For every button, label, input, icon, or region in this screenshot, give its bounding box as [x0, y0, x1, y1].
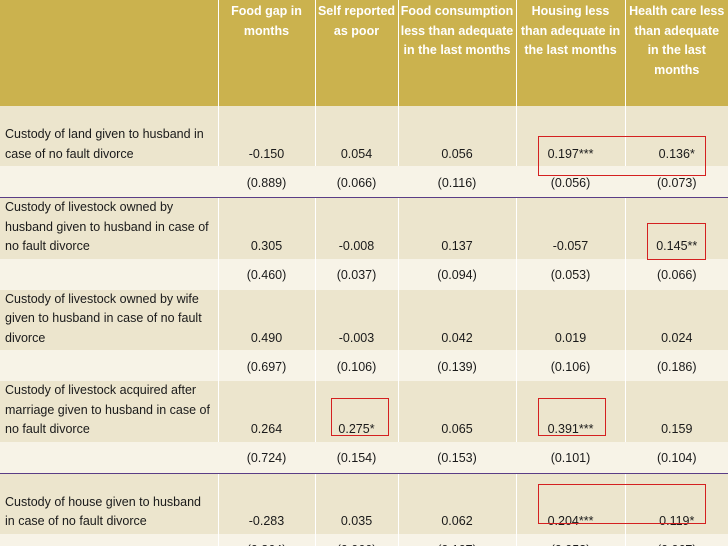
row-label: Custody of livestock acquired after marr… [0, 381, 219, 442]
se-cell: (0.460) [218, 258, 316, 290]
se-cell: (0.104) [625, 441, 728, 474]
coef-cell: 0.490 [218, 289, 316, 350]
coef-cell: 0.019 [516, 289, 626, 350]
table-row-standard-errors: (0.724) (0.154) (0.153) (0.101) (0.104) [0, 441, 728, 474]
header-food-gap: Food gap in months [218, 0, 316, 106]
se-cell: (0.073) [625, 166, 728, 198]
se-cell: (0.154) [315, 441, 399, 474]
se-label-empty [0, 441, 219, 474]
se-cell: (0.139) [398, 350, 517, 381]
coef-cell: 0.042 [398, 289, 517, 350]
coef-cell: 0.275* [315, 381, 399, 442]
se-label-empty [0, 258, 219, 290]
se-cell: (0.724) [218, 441, 316, 474]
coef-cell: -0.057 [516, 197, 626, 259]
coef-cell: 0.119* [625, 473, 728, 534]
se-cell: (0.094) [398, 258, 517, 290]
header-health-care: Health care less than adequate in the la… [625, 0, 728, 106]
coef-cell: 0.305 [218, 197, 316, 259]
row-label: Custody of house given to husband in cas… [0, 473, 219, 534]
se-cell: (0.067) [625, 533, 728, 546]
se-cell: (0.066) [315, 533, 399, 546]
header-row: Food gap in months Self reported as poor… [0, 0, 728, 106]
se-cell: (0.186) [625, 350, 728, 381]
coef-cell: 0.137 [398, 197, 517, 259]
coef-cell: 0.136* [625, 106, 728, 166]
se-cell: (0.052) [516, 533, 626, 546]
coef-cell: -0.283 [218, 473, 316, 534]
coef-cell: -0.003 [315, 289, 399, 350]
coef-cell: 0.062 [398, 473, 517, 534]
se-cell: (0.053) [516, 258, 626, 290]
coef-cell: 0.197*** [516, 106, 626, 166]
header-empty [0, 0, 219, 106]
header-self-reported-poor: Self reported as poor [315, 0, 399, 106]
se-label-empty [0, 166, 219, 198]
row-label: Custody of livestock owned by husband gi… [0, 197, 219, 259]
row-label: Custody of livestock owned by wife given… [0, 289, 219, 350]
se-cell: (0.037) [315, 258, 399, 290]
table-row-standard-errors: (0.697) (0.106) (0.139) (0.106) (0.186) [0, 350, 728, 381]
table-row-standard-errors: (0.864) (0.066) (0.107) (0.052) (0.067) [0, 533, 728, 546]
se-cell: (0.153) [398, 441, 517, 474]
se-cell: (0.107) [398, 533, 517, 546]
table-row-coefficients: Custody of livestock owned by husband gi… [0, 197, 728, 259]
header-housing: Housing less than adequate in the last m… [516, 0, 626, 106]
se-cell: (0.106) [516, 350, 626, 381]
coef-cell: 0.024 [625, 289, 728, 350]
se-cell: (0.056) [516, 166, 626, 198]
se-label-empty [0, 533, 219, 546]
coef-cell: 0.391*** [516, 381, 626, 442]
se-cell: (0.101) [516, 441, 626, 474]
header-food-consumption: Food consumption less than adequate in t… [398, 0, 517, 106]
se-cell: (0.106) [315, 350, 399, 381]
table-row-coefficients: Custody of livestock owned by wife given… [0, 289, 728, 350]
se-cell: (0.066) [315, 166, 399, 198]
se-cell: (0.889) [218, 166, 316, 198]
se-cell: (0.116) [398, 166, 517, 198]
coef-cell: -0.008 [315, 197, 399, 259]
coef-cell: 0.204*** [516, 473, 626, 534]
coef-cell: -0.150 [218, 106, 316, 166]
coef-cell: 0.056 [398, 106, 517, 166]
coef-cell: 0.159 [625, 381, 728, 442]
se-cell: (0.066) [625, 258, 728, 290]
table-row-standard-errors: (0.889) (0.066) (0.116) (0.056) (0.073) [0, 166, 728, 198]
coef-cell: 0.264 [218, 381, 316, 442]
table-row-coefficients: Custody of house given to husband in cas… [0, 473, 728, 534]
table-row-coefficients: Custody of livestock acquired after marr… [0, 381, 728, 442]
table-row-coefficients: Custody of land given to husband in case… [0, 106, 728, 166]
row-label: Custody of land given to husband in case… [0, 106, 219, 166]
se-cell: (0.864) [218, 533, 316, 546]
se-label-empty [0, 350, 219, 381]
coef-cell: 0.145** [625, 197, 728, 259]
coef-cell: 0.054 [315, 106, 399, 166]
table-row-standard-errors: (0.460) (0.037) (0.094) (0.053) (0.066) [0, 258, 728, 290]
se-cell: (0.697) [218, 350, 316, 381]
coef-cell: 0.035 [315, 473, 399, 534]
coef-cell: 0.065 [398, 381, 517, 442]
